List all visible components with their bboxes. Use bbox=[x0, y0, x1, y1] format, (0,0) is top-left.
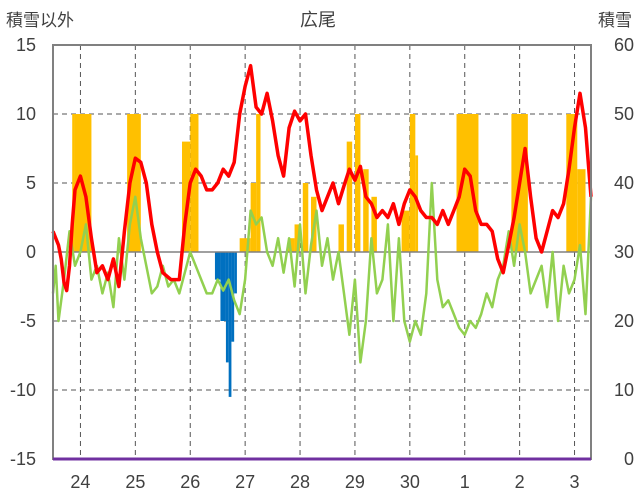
plot-frame bbox=[52, 44, 592, 461]
green-series-line bbox=[51, 181, 593, 364]
negative-bar-5 bbox=[234, 252, 237, 294]
x-tick-label: 24 bbox=[70, 472, 90, 492]
red-series-line bbox=[51, 63, 593, 293]
positive-bar-21 bbox=[456, 114, 479, 252]
left-tick-label: -15 bbox=[10, 449, 36, 469]
x-tick-label: 27 bbox=[235, 472, 255, 492]
positive-bar-16 bbox=[363, 169, 369, 252]
right-tick-label: 20 bbox=[614, 311, 634, 331]
negative-bar-2 bbox=[225, 252, 229, 363]
positive-bar-8 bbox=[256, 114, 261, 252]
right-tick-label: 60 bbox=[614, 35, 634, 55]
right-tick-label: 0 bbox=[624, 449, 634, 469]
lines-layer bbox=[51, 63, 593, 364]
positive-bar-0 bbox=[72, 114, 75, 252]
positive-bar-19 bbox=[409, 114, 416, 252]
positive-bar-23 bbox=[566, 114, 578, 252]
positive-bar-5 bbox=[192, 114, 199, 252]
chart-title: 広尾 bbox=[300, 10, 336, 31]
left-axis-title: 積雪以外 bbox=[6, 11, 74, 31]
x-tick-label: 2 bbox=[515, 472, 525, 492]
positive-bar-9 bbox=[287, 238, 295, 252]
x-tick-label: 1 bbox=[460, 472, 470, 492]
positive-bar-11 bbox=[302, 183, 309, 252]
positive-bar-17 bbox=[371, 196, 377, 252]
negative-bar-1 bbox=[220, 252, 226, 321]
left-tick-label: 0 bbox=[26, 242, 36, 262]
positive-bar-18 bbox=[401, 210, 410, 252]
negative-bar-3 bbox=[228, 252, 232, 397]
left-tick-label: 5 bbox=[26, 173, 36, 193]
left-tick-label: 15 bbox=[16, 35, 36, 55]
x-tick-label: 30 bbox=[400, 472, 420, 492]
right-tick-label: 30 bbox=[614, 242, 634, 262]
positive-bar-10 bbox=[294, 224, 301, 252]
left-tick-label: -10 bbox=[10, 380, 36, 400]
positive-bar-3 bbox=[182, 141, 191, 252]
x-tick-label: 3 bbox=[570, 472, 580, 492]
x-tick-label: 26 bbox=[180, 472, 200, 492]
left-tick-label: 10 bbox=[16, 104, 36, 124]
right-axis-title: 積雪 bbox=[598, 11, 632, 31]
positive-bar-6 bbox=[239, 238, 251, 252]
x-tick-label: 28 bbox=[290, 472, 310, 492]
positive-bar-14 bbox=[346, 141, 353, 252]
right-tick-label: 40 bbox=[614, 173, 634, 193]
left-tick-label: -5 bbox=[20, 311, 36, 331]
positive-bar-13 bbox=[338, 224, 344, 252]
negative-bar-0 bbox=[214, 252, 221, 280]
right-tick-label: 50 bbox=[614, 104, 634, 124]
right-tick-label: 10 bbox=[614, 380, 634, 400]
x-tick-label: 29 bbox=[345, 472, 365, 492]
positive-bar-24 bbox=[577, 169, 586, 252]
x-tick-label: 25 bbox=[125, 472, 145, 492]
positive-bar-15 bbox=[354, 114, 361, 252]
